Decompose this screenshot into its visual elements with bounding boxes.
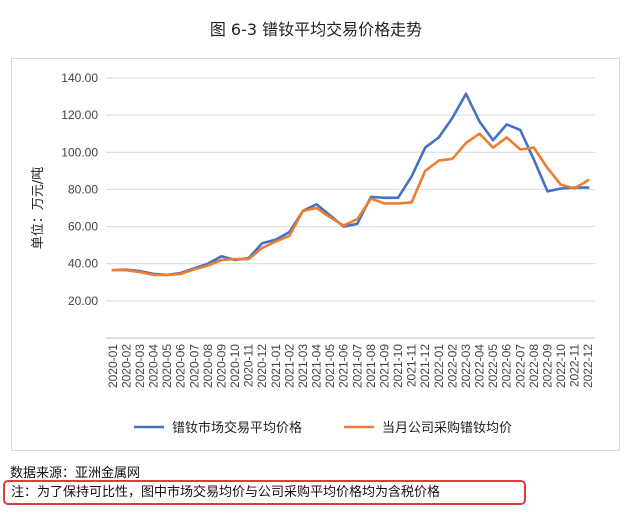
x-tick-label: 2021-09 [377,344,391,388]
x-tick-label: 2020-12 [255,344,269,388]
x-tick-label: 2022-11 [568,344,582,387]
x-tick-label: 2022-08 [527,344,541,388]
x-tick-label: 2022-05 [486,344,500,388]
x-tick-label: 2020-06 [174,344,188,388]
x-tick-label: 2022-09 [540,344,554,388]
x-tick-label: 2020-11 [242,344,256,387]
x-tick-label: 2021-12 [418,344,432,388]
y-tick-label: 100.00 [61,145,98,159]
chart-area: 20.00 40.00 60.00 80.00 100.00 120.00 140.00 20… [11,58,620,451]
y-tick-label: 60.00 [68,220,98,234]
y-tick-label: 120.00 [61,108,98,122]
x-tick-label: 2020-02 [119,344,133,388]
x-tick-label: 2022-03 [459,344,473,388]
series-line-1 [111,92,590,277]
x-tick-label: 2020-04 [147,344,161,388]
note-box: 注：为了保持可比性，图中市场交易均价与公司采购平均价格均为含税价格 [3,480,526,505]
figure-title: 图 6-3 镨钕平均交易价格走势 [209,20,423,39]
x-tick-label: 2020-10 [228,344,242,388]
x-tick-label: 2021-04 [310,344,324,388]
x-tick-label: 2021-06 [337,344,351,388]
x-tick-label: 2021-10 [391,344,405,388]
x-tick-label: 2022-06 [500,344,514,388]
x-tick-label: 2020-01 [106,344,120,388]
x-tick-label: 2021-08 [364,344,378,388]
x-tick-label: 2021-07 [350,344,364,388]
x-tick-label: 2021-02 [282,344,296,388]
x-tick-label: 2021-05 [323,344,337,388]
x-tick-label: 2020-03 [133,344,147,388]
x-tick-label: 2020-05 [160,344,174,388]
x-tick-label: 2021-01 [269,344,283,388]
x-tick-label: 2022-04 [473,344,487,388]
x-tick-label: 2022-12 [581,344,595,388]
note-text: 注：为了保持可比性，图中市场交易均价与公司采购平均价格均为含税价格 [11,485,441,500]
y-tick-label: 140.00 [61,71,98,85]
y-axis-label: 单位：万元/吨 [31,167,46,249]
series-line-2 [111,132,590,277]
legend-label: 镨钕市场交易平均价格 [172,420,302,436]
data-source: 数据来源：亚洲金属网 [10,466,141,481]
y-tick-label: 40.00 [68,257,98,271]
line-chart: 20.00 40.00 60.00 80.00 100.00 120.00 140.00 20… [31,71,595,436]
y-tick-label: 20.00 [68,294,98,308]
x-tick-label: 2021-11 [405,344,419,387]
legend-label: 当月公司采购镨钕均价 [382,420,512,436]
x-tick-label: 2022-01 [432,344,446,388]
x-tick-label: 2021-03 [296,344,310,388]
y-tick-label: 80.00 [68,182,98,196]
x-tick-label: 2020-08 [201,344,215,388]
x-tick-label: 2020-09 [214,344,228,388]
x-tick-label: 2020-07 [187,344,201,388]
x-tick-label: 2022-10 [554,344,568,388]
x-tick-label: 2022-07 [513,344,527,388]
x-tick-label: 2022-02 [445,344,459,388]
